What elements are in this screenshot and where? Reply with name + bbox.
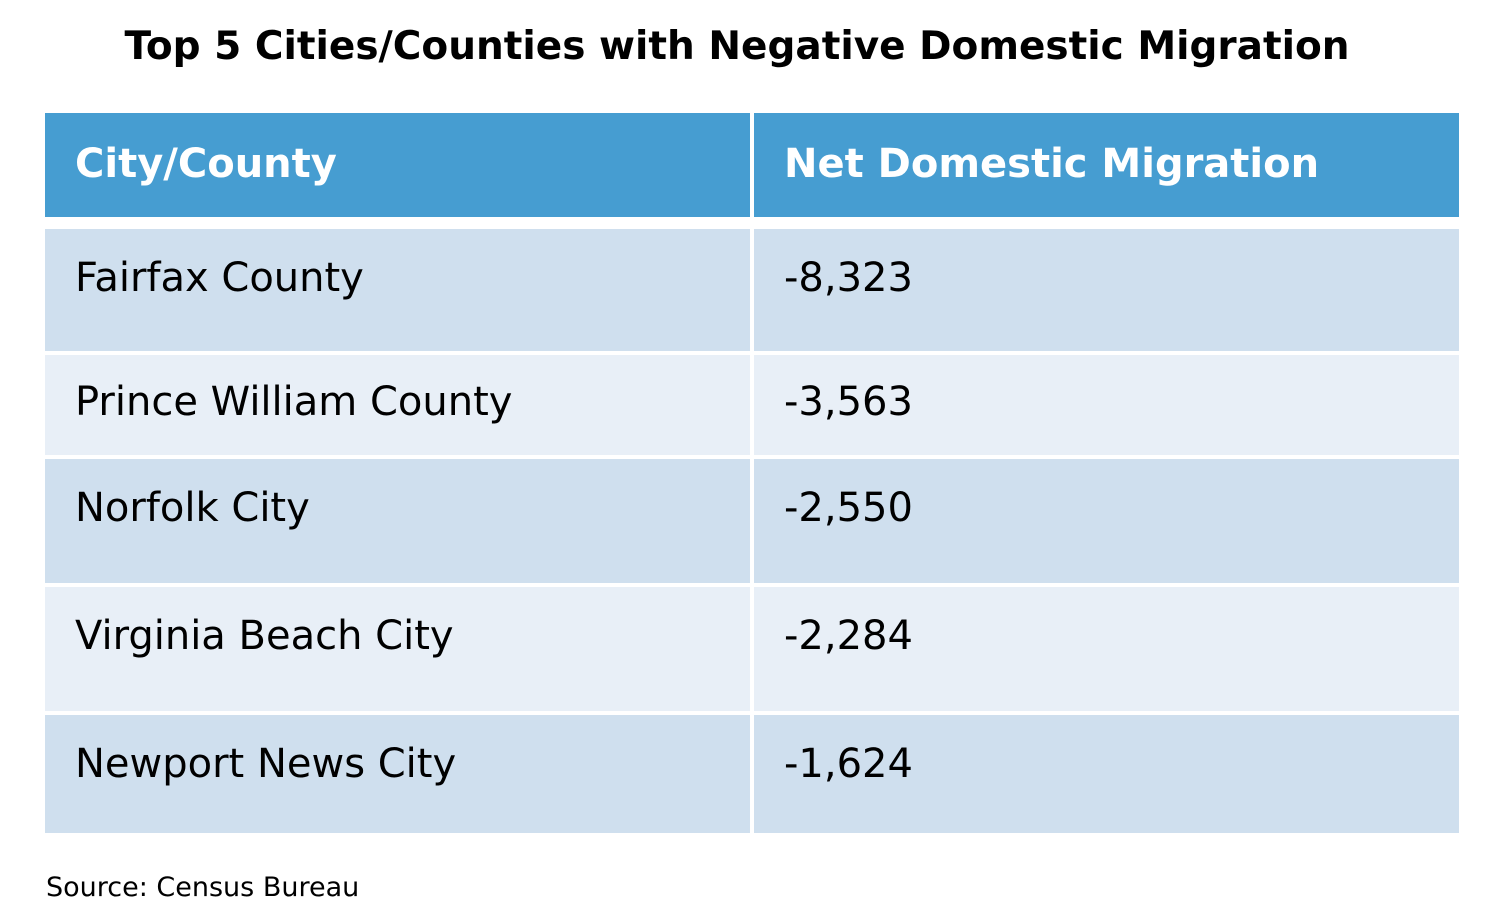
city-county-cell: Newport News City	[45, 713, 754, 833]
column-header-city-county: City/County	[45, 113, 754, 229]
net-migration-cell: -2,550	[750, 457, 1459, 587]
page-title: Top 5 Cities/Counties with Negative Dome…	[124, 24, 1350, 69]
migration-table: City/County Net Domestic Migration Fairf…	[45, 113, 1459, 833]
source-note: Source: Census Bureau	[46, 872, 360, 903]
net-migration-cell: -2,284	[750, 585, 1459, 715]
column-header-net-domestic-migration: Net Domestic Migration	[750, 113, 1459, 229]
net-migration-cell: -1,624	[750, 713, 1459, 833]
table-row: Norfolk City -2,550	[45, 457, 1459, 587]
table-header-row: City/County Net Domestic Migration	[45, 113, 1459, 229]
net-migration-cell: -8,323	[750, 223, 1459, 355]
table-row: Fairfax County -8,323	[45, 223, 1459, 355]
table-row: Virginia Beach City -2,284	[45, 585, 1459, 715]
net-migration-cell: -3,563	[750, 353, 1459, 459]
table-row: Newport News City -1,624	[45, 713, 1459, 833]
city-county-cell: Fairfax County	[45, 223, 754, 355]
city-county-cell: Virginia Beach City	[45, 585, 754, 715]
city-county-cell: Prince William County	[45, 353, 754, 459]
table-row: Prince William County -3,563	[45, 353, 1459, 459]
city-county-cell: Norfolk City	[45, 457, 754, 587]
